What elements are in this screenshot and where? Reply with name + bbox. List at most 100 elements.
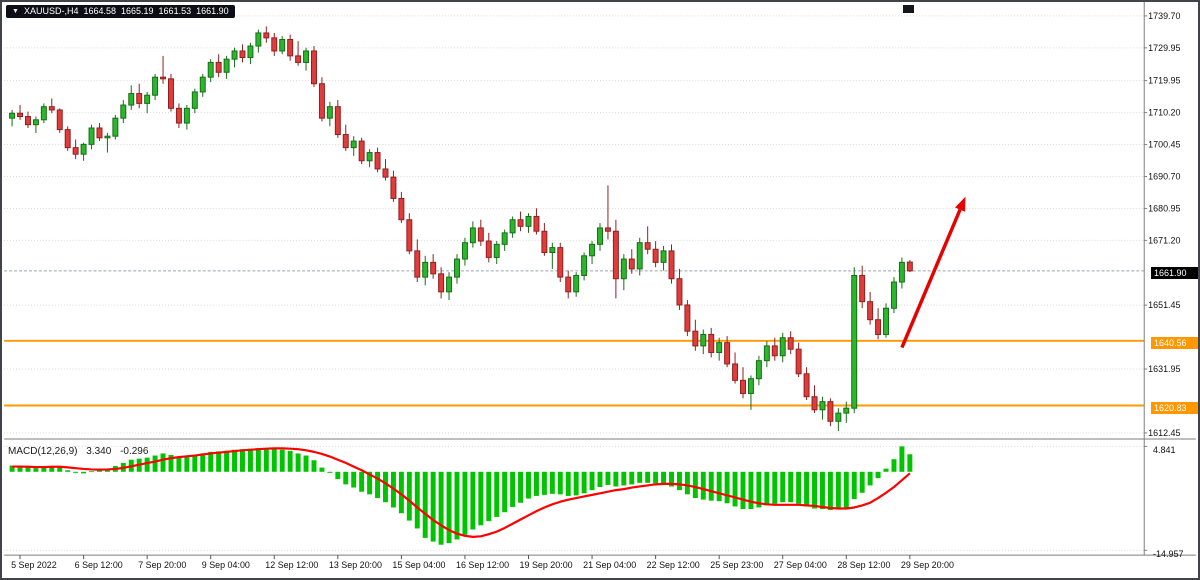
candle-up [461,242,468,260]
candle-down [732,363,739,381]
time-tick-label: 28 Sep 12:00 [837,560,890,570]
time-tick-label: 15 Sep 04:00 [392,560,445,570]
macd-histogram-bar [176,457,182,472]
candle-down [485,240,492,258]
candle-up [104,135,111,139]
macd-histogram-bar [748,471,754,510]
time-tick-label: 25 Sep 23:00 [710,560,763,570]
candle-up [152,76,159,96]
macd-histogram-bar [724,471,730,504]
macd-histogram-bar [708,471,714,501]
candle-down [811,396,818,411]
candle-up [597,227,603,245]
chart-shift-marker[interactable] [903,5,914,13]
price-tick-label: 1739.70 [1148,11,1180,21]
candle-up [120,104,127,119]
macd-histogram-bar [25,467,31,472]
candle-up [183,107,190,124]
time-tick-label: 9 Sep 04:00 [202,560,250,570]
candle-down [875,319,882,335]
macd-histogram-bar [81,471,87,474]
trend-arrow-shaft[interactable] [900,208,962,349]
candle-down [477,227,484,242]
macd-histogram-bar [859,471,865,493]
candle-down [787,337,794,350]
macd-histogram-bar [478,471,484,526]
price-tick-label: 1651.45 [1148,300,1180,310]
macd-histogram-bar [494,471,500,517]
candle-up [255,32,262,47]
macd-histogram-bar [764,471,770,506]
macd-histogram-bar [891,459,897,472]
macd-histogram-bar [533,471,539,496]
macd-histogram-bar [232,449,238,472]
candle-down [64,129,71,149]
macd-histogram-bar [565,471,571,496]
candle-down [533,215,540,232]
macd-histogram-bar [772,471,778,504]
macd-histogram-bar [661,471,667,485]
trend-arrow[interactable] [900,196,966,349]
price-tick-label: 1719.95 [1148,76,1180,86]
macd-histogram-bar [398,471,404,514]
macd-histogram-bar [224,450,230,472]
candle-down [430,261,437,275]
macd-histogram-bar [470,471,476,530]
macd-histogram-bar [780,471,786,503]
macd-histogram-bar [843,471,849,508]
candle-down [160,76,167,80]
macd-histogram-bar [57,467,63,472]
macd-histogram-bar [359,471,365,492]
macd-pane [9,446,913,545]
candle-down [676,278,683,306]
macd-histogram-bar [653,471,659,484]
candle-down [541,230,548,254]
candle-up [620,258,627,280]
macd-histogram-bar [613,471,619,487]
macd-histogram-bar [812,471,817,509]
macd-histogram-bar [343,471,349,485]
trend-arrow-head[interactable] [955,196,966,212]
macd-histogram-bar [669,471,674,487]
candle-up [199,76,206,93]
macd-histogram-bar [788,471,794,503]
macd-histogram-bar [446,471,452,544]
candle-down [406,219,413,252]
candle-down [334,106,341,136]
macd-histogram-bar [629,471,635,485]
candle-up [779,337,786,357]
candle-down [438,273,445,293]
macd-histogram-bar [422,471,428,538]
macd-histogram-bar [573,471,579,496]
macd-histogram-bar [41,467,47,472]
candle-up [326,106,333,119]
candle-up [112,117,119,137]
candle-up [144,94,151,104]
macd-histogram-bar [541,471,547,495]
candle-down [795,348,802,375]
candle-up [549,247,556,254]
candle-up [231,50,238,60]
candle-up [303,50,310,63]
macd-histogram-bar [867,471,873,486]
macd-histogram-bar [605,471,611,485]
macd-signal-value: -0.296 [120,446,149,457]
time-tick-label: 22 Sep 12:00 [647,560,700,570]
macd-histogram-bar [327,471,333,473]
candle-down [318,83,325,119]
macd-histogram-bar [152,455,158,472]
candle-down [239,50,246,59]
macd-histogram-bar [311,460,317,472]
macd-histogram-bar [756,471,762,508]
macd-histogram-bar [438,471,444,545]
macd-histogram-bar [875,471,881,479]
macd-histogram-bar [430,471,436,542]
price-tick-label: 1671.20 [1148,235,1180,245]
macd-histogram-bar [168,455,174,472]
candle-down [414,250,421,278]
macd-histogram-bar [796,471,802,504]
macd-histogram-bar [89,471,95,473]
candle-up [843,407,850,414]
candle-up [422,261,429,278]
